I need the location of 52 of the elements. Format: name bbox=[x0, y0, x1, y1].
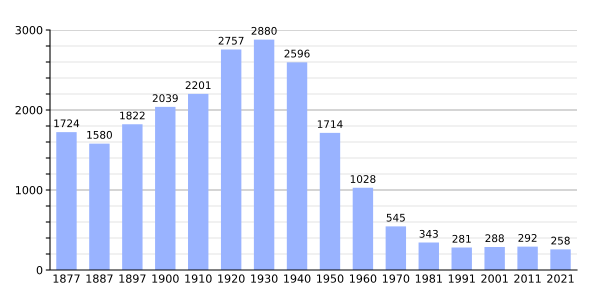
x-tick-label: 1920 bbox=[218, 274, 245, 283]
data-label: 292 bbox=[518, 234, 536, 242]
bar bbox=[517, 246, 538, 270]
bar bbox=[286, 62, 308, 270]
x-tick-label: 1887 bbox=[86, 274, 113, 283]
x-tick-label: 1910 bbox=[185, 274, 212, 283]
data-label: 1714 bbox=[318, 120, 343, 128]
data-label: 1580 bbox=[87, 130, 112, 139]
bar bbox=[220, 49, 242, 270]
data-label: 2757 bbox=[218, 36, 244, 45]
bar bbox=[386, 226, 406, 270]
y-tick-label: 2000 bbox=[16, 106, 42, 114]
data-label: 1028 bbox=[350, 175, 376, 183]
data-label: 545 bbox=[386, 214, 405, 222]
bar bbox=[352, 188, 374, 270]
data-label: 2039 bbox=[152, 94, 178, 102]
x-tick-label: 1897 bbox=[119, 274, 146, 283]
x-tick-label: 2021 bbox=[547, 274, 574, 283]
bar bbox=[89, 144, 110, 270]
bar bbox=[484, 246, 505, 270]
x-tick-label: 1991 bbox=[448, 274, 475, 283]
y-tick-label: 1000 bbox=[16, 186, 42, 194]
bar bbox=[452, 248, 472, 270]
data-label: 288 bbox=[485, 234, 504, 242]
x-tick-label: 2011 bbox=[514, 274, 541, 283]
x-tick-label: 1930 bbox=[251, 274, 278, 283]
bar bbox=[56, 132, 77, 270]
data-label: 2880 bbox=[252, 26, 277, 35]
bar bbox=[550, 249, 571, 270]
x-tick-label: 1950 bbox=[317, 274, 344, 283]
data-label: 2201 bbox=[186, 81, 211, 90]
x-tick-label: 2001 bbox=[481, 274, 508, 283]
bar bbox=[122, 124, 143, 270]
x-tick-label: 1877 bbox=[54, 274, 80, 283]
data-label: 343 bbox=[420, 230, 438, 238]
bar bbox=[155, 106, 176, 270]
x-tick-label: 1970 bbox=[382, 274, 410, 283]
data-label: 1822 bbox=[120, 112, 145, 120]
bar bbox=[418, 242, 439, 270]
data-label: 281 bbox=[452, 234, 471, 243]
x-tick-label: 1940 bbox=[284, 274, 310, 283]
x-tick-label: 1900 bbox=[152, 274, 179, 283]
y-tick-label: 0 bbox=[36, 266, 42, 274]
x-tick-label: 1960 bbox=[350, 274, 376, 283]
data-label: 258 bbox=[551, 236, 570, 245]
data-label: 2596 bbox=[284, 50, 310, 58]
x-tick-label: 1981 bbox=[416, 274, 442, 283]
data-label: 1724 bbox=[54, 119, 80, 128]
bar bbox=[320, 132, 340, 270]
y-tick-label: 3000 bbox=[16, 26, 42, 34]
bar bbox=[254, 40, 274, 270]
bar bbox=[188, 94, 208, 270]
